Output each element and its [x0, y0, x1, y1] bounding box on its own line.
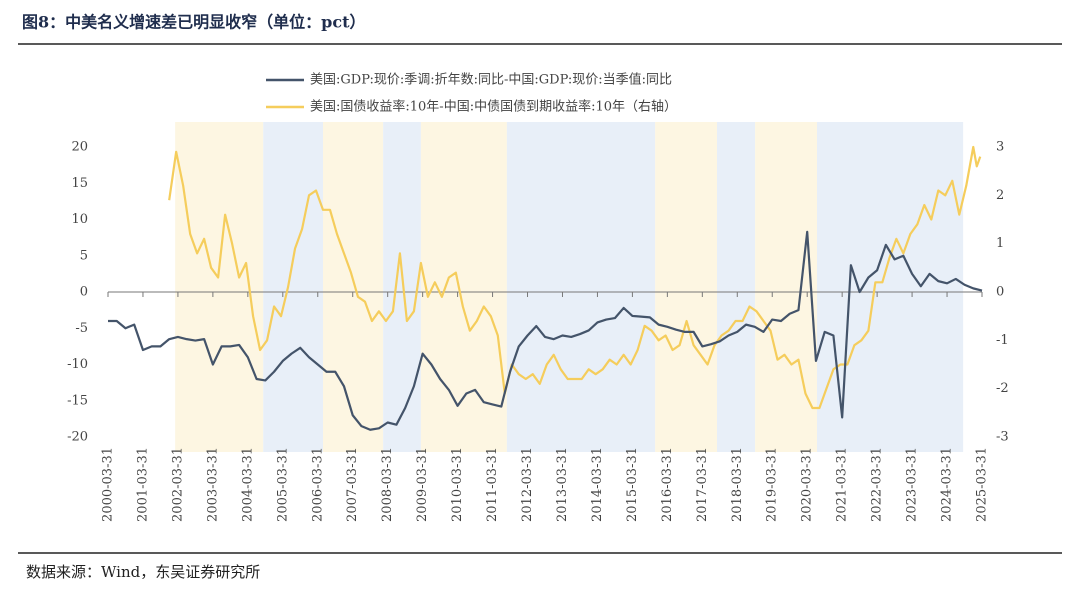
shaded-period [263, 122, 324, 452]
y-tick-label: 10 [71, 212, 88, 227]
x-tick-label: 2013-03-31 [555, 447, 570, 522]
x-tick-label: 2003-03-31 [205, 447, 220, 522]
shaded-period [717, 122, 756, 452]
y-tick-label: -5 [75, 321, 88, 336]
x-tick-label: 2010-03-31 [450, 447, 465, 522]
y2-tick-label: -1 [996, 333, 1009, 348]
x-tick-label: 2023-03-31 [905, 447, 920, 522]
x-tick-label: 2000-03-31 [101, 447, 116, 522]
x-tick-label: 2021-03-31 [835, 447, 850, 522]
x-tick-label: 2007-03-31 [345, 447, 360, 522]
y2-tick-label: 0 [996, 285, 1004, 300]
x-tick-label: 2018-03-31 [730, 447, 745, 522]
y2-tick-label: -2 [996, 381, 1009, 396]
x-tick-label: 2004-03-31 [240, 447, 255, 522]
shaded-period [655, 122, 718, 452]
x-tick-label: 2019-03-31 [765, 447, 780, 522]
series-line [108, 230, 983, 431]
y-tick-label: -20 [67, 430, 88, 445]
x-tick-label: 2017-03-31 [695, 447, 710, 522]
x-tick-label: 2014-03-31 [590, 447, 605, 522]
shaded-period [506, 122, 656, 452]
x-tick-label: 2001-03-31 [135, 447, 150, 522]
x-tick-label: 2016-03-31 [660, 447, 675, 522]
legend-label: 美国:国债收益率:10年-中国:中债国债到期收益率:10年（右轴） [310, 99, 677, 115]
legend-label: 美国:GDP:现价:季调:折年数:同比-中国:GDP:现价:当季值:同比 [310, 72, 672, 88]
shaded-period [816, 122, 964, 452]
source-note: 数据来源：Wind，东吴证券研究所 [26, 563, 260, 581]
shaded-period [323, 122, 384, 452]
x-tick-label: 2024-03-31 [940, 447, 955, 522]
x-tick-label: 2002-03-31 [170, 447, 185, 522]
x-tick-label: 2015-03-31 [625, 447, 640, 522]
shaded-period [383, 122, 421, 452]
y2-tick-label: 3 [996, 140, 1004, 155]
y-tick-label: 20 [71, 140, 88, 155]
y2-tick-label: -3 [996, 430, 1009, 445]
x-tick-label: 2008-03-31 [380, 447, 395, 522]
x-tick-label: 2005-03-31 [275, 447, 290, 522]
y-tick-label: 0 [80, 285, 88, 300]
series-line [168, 145, 982, 410]
x-tick-label: 2011-03-31 [485, 447, 500, 522]
x-tick-label: 2025-03-31 [975, 447, 990, 522]
x-tick-label: 2009-03-31 [415, 447, 430, 522]
y-tick-label: -10 [67, 357, 88, 372]
y2-tick-label: 2 [996, 188, 1004, 203]
x-tick-label: 2022-03-31 [870, 447, 885, 522]
y-tick-label: -15 [67, 393, 88, 408]
y-tick-label: 15 [71, 176, 88, 191]
shaded-period [755, 122, 817, 452]
x-tick-label: 2012-03-31 [520, 447, 535, 522]
x-tick-label: 2006-03-31 [310, 447, 325, 522]
y-tick-label: 5 [80, 248, 88, 263]
x-tick-label: 2020-03-31 [800, 447, 815, 522]
shading-layer [175, 122, 964, 452]
chart-title: 图8：中美名义增速差已明显收窄（单位：pct） [22, 13, 365, 32]
y2-tick-label: 1 [996, 236, 1004, 251]
